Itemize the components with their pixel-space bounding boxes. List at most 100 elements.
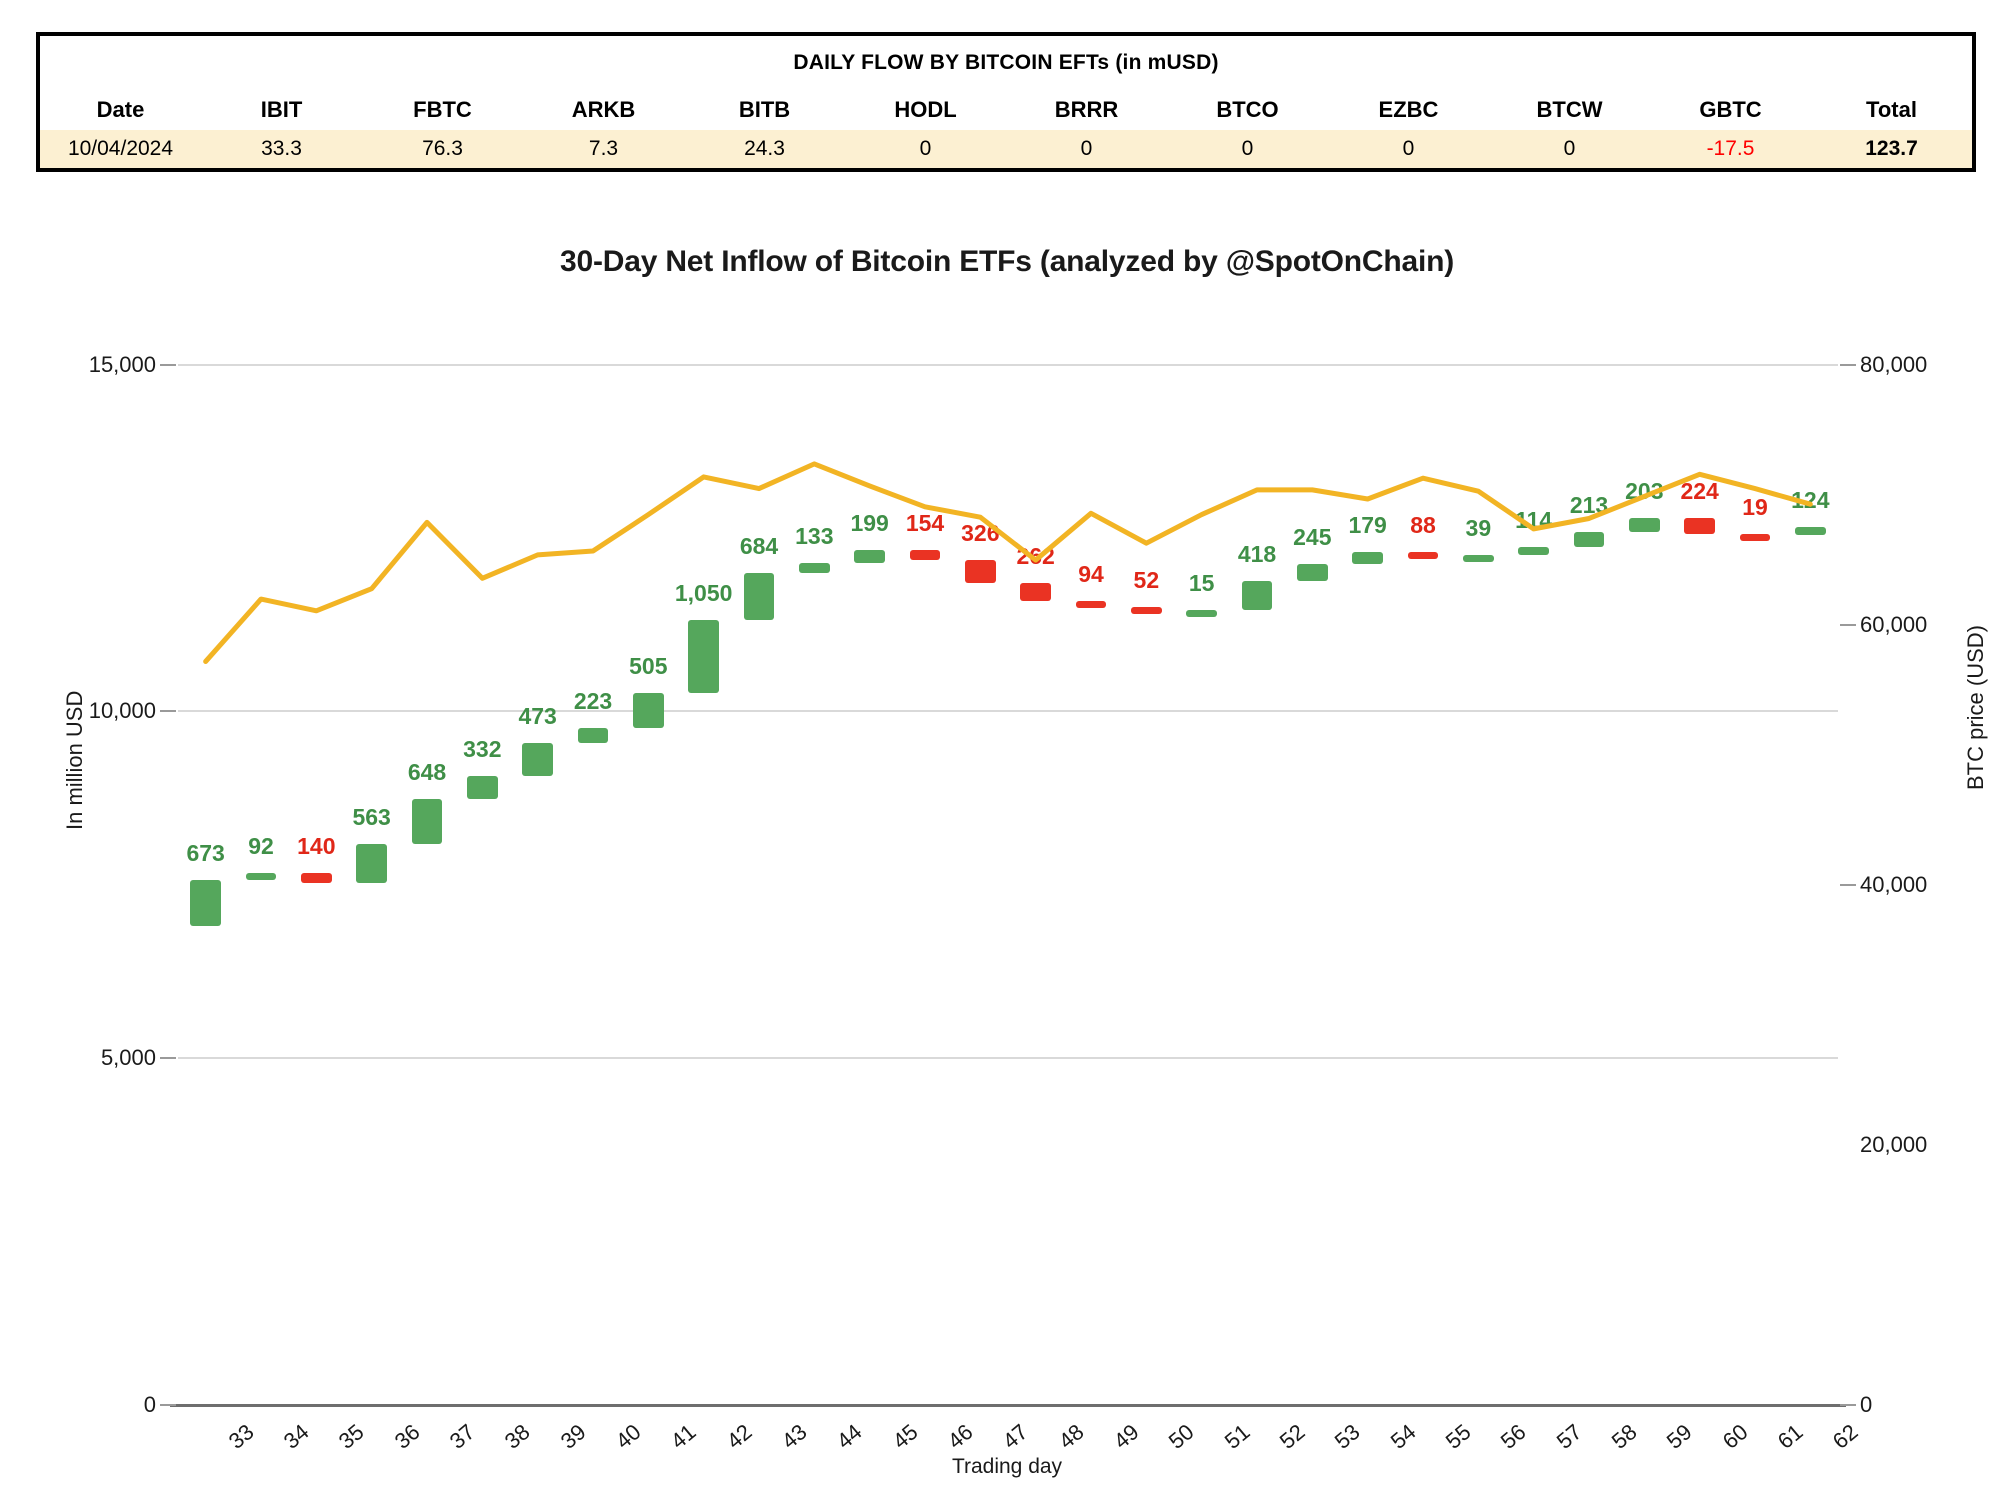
y-tick-mark-right — [1840, 884, 1856, 887]
daily-flow-table: DAILY FLOW BY BITCOIN EFTs (in mUSD) Dat… — [36, 32, 1976, 172]
y-tick-label-right: 60,000 — [1860, 612, 1928, 638]
bar-value-label: 88 — [1410, 511, 1436, 538]
bar-value-label: 19 — [1742, 493, 1768, 520]
x-tick-label: 50 — [1164, 1419, 1199, 1454]
x-tick-label: 44 — [832, 1419, 867, 1454]
waterfall-bar — [1130, 607, 1162, 615]
cell-total: 123.7 — [1811, 130, 1972, 168]
x-tick-label: 45 — [887, 1419, 923, 1454]
column-header-total: Total — [1866, 97, 1917, 122]
waterfall-bar — [356, 844, 388, 884]
waterfall-bar — [1518, 547, 1550, 556]
y-tick-label-left: 10,000 — [88, 698, 156, 724]
x-tick-label: 37 — [444, 1419, 480, 1454]
waterfall-bar — [1241, 581, 1273, 611]
x-tick-label: 40 — [610, 1419, 646, 1454]
gridline — [178, 363, 1838, 366]
x-tick-label: 60 — [1717, 1419, 1753, 1454]
waterfall-bar — [1739, 533, 1771, 541]
x-tick-label: 34 — [278, 1419, 314, 1454]
y-tick-mark-right — [1840, 624, 1856, 627]
x-tick-label: 36 — [389, 1419, 425, 1454]
waterfall-bar — [245, 873, 277, 881]
column-header-date: Date — [96, 97, 145, 122]
waterfall-bar — [1684, 518, 1716, 534]
x-axis-line — [170, 1404, 1846, 1407]
y-tick-mark-left — [160, 1057, 176, 1060]
column-header-gbtc: GBTC — [1699, 97, 1762, 122]
bar-value-label: 179 — [1348, 511, 1387, 538]
bar-value-label: 418 — [1237, 541, 1277, 568]
y-tick-label-left: 15,000 — [88, 351, 156, 377]
bar-value-label: 154 — [905, 509, 945, 536]
y-tick-label-left: 0 — [143, 1392, 156, 1417]
bar-value-label: 673 — [186, 839, 225, 866]
cell-btcw: 0 — [1489, 130, 1650, 168]
waterfall-bar — [854, 549, 886, 564]
column-header-bitb: BITB — [738, 97, 791, 122]
flow-table: DAILY FLOW BY BITCOIN EFTs (in mUSD) Dat… — [40, 36, 1972, 168]
bar-value-label: 223 — [573, 687, 613, 714]
waterfall-bar — [466, 776, 498, 800]
chart-plot-area: 0 5,000 10,000 15,000 0 20,000 40,000 60,000 80… — [89, 330, 1928, 1454]
cell-bitb: 24.3 — [684, 130, 845, 168]
waterfall-bar — [1794, 526, 1826, 536]
x-axis-label: Trading day — [951, 1455, 1063, 1478]
gridline — [178, 710, 1838, 713]
waterfall-bar — [1020, 582, 1052, 601]
x-tick-label: 55 — [1440, 1419, 1476, 1454]
waterfall-bar — [743, 572, 775, 620]
waterfall-bar — [1573, 532, 1605, 548]
bar-value-label: 140 — [297, 833, 336, 860]
y-tick-label-right: 20,000 — [1860, 1132, 1928, 1158]
waterfall-bar — [964, 560, 996, 583]
bar-value-label: 563 — [352, 804, 391, 831]
waterfall-bar — [577, 727, 609, 744]
bar-value-label: 224 — [1680, 478, 1719, 505]
y-tick-mark-left — [160, 710, 176, 713]
bar-value-label: 39 — [1465, 515, 1492, 542]
cell-arkb: 7.3 — [523, 130, 684, 168]
cell-ibit: 33.3 — [201, 130, 362, 168]
waterfall-bar — [798, 563, 830, 573]
waterfall-bar — [1075, 600, 1107, 608]
cell-ezbc: 0 — [1328, 130, 1489, 168]
table-row: 10/04/2024 33.3 76.3 7.3 24.3 0 0 0 0 0 … — [40, 130, 1972, 168]
cell-date: 10/04/2024 — [40, 130, 201, 168]
x-tick-label: 56 — [1496, 1419, 1531, 1454]
x-tick-label: 42 — [721, 1419, 757, 1454]
table-title-row: DAILY FLOW BY BITCOIN EFTs (in mUSD) — [40, 36, 1972, 90]
waterfall-bar — [688, 619, 720, 693]
x-tick-label: 59 — [1662, 1419, 1697, 1454]
column-header-ezbc: EZBC — [1378, 97, 1439, 122]
waterfall-bar — [1296, 564, 1328, 582]
bar-value-label: 505 — [629, 652, 668, 679]
table-title: DAILY FLOW BY BITCOIN EFTs (in mUSD) — [793, 51, 1219, 74]
waterfall-bar — [522, 743, 554, 777]
cell-fbtc: 76.3 — [362, 130, 523, 168]
btc-price-line — [203, 461, 1813, 664]
x-tick-label: 38 — [500, 1419, 535, 1454]
bar-value-label: 15 — [1188, 570, 1215, 597]
waterfall-bar — [1628, 518, 1660, 533]
x-tick-label: 57 — [1551, 1419, 1587, 1454]
x-tick-label: 49 — [1108, 1419, 1144, 1454]
y-axis-label-right: BTC price (USD) — [1963, 624, 1988, 790]
x-tick-label: 39 — [555, 1419, 591, 1454]
bar-value-label: 92 — [248, 833, 274, 860]
y-tick-label-left: 5,000 — [100, 1045, 156, 1071]
waterfall-bar — [1352, 551, 1384, 565]
x-tick-label: 33 — [223, 1419, 259, 1454]
waterfall-bar — [632, 692, 664, 728]
x-tick-label: 52 — [1274, 1419, 1310, 1454]
column-header-brrr: BRRR — [1054, 97, 1119, 122]
x-tick-label: 54 — [1385, 1419, 1421, 1454]
chart-title: 30-Day Net Inflow of Bitcoin ETFs (analy… — [560, 245, 1454, 278]
x-tick-label: 47 — [998, 1419, 1033, 1454]
y-tick-mark-left — [160, 363, 176, 366]
bar-value-label: 52 — [1133, 567, 1160, 594]
x-tick-label: 48 — [1053, 1419, 1089, 1454]
x-tick-label: 41 — [666, 1419, 701, 1454]
column-header-arkb: ARKB — [571, 97, 636, 122]
x-tick-label: 51 — [1219, 1419, 1255, 1454]
